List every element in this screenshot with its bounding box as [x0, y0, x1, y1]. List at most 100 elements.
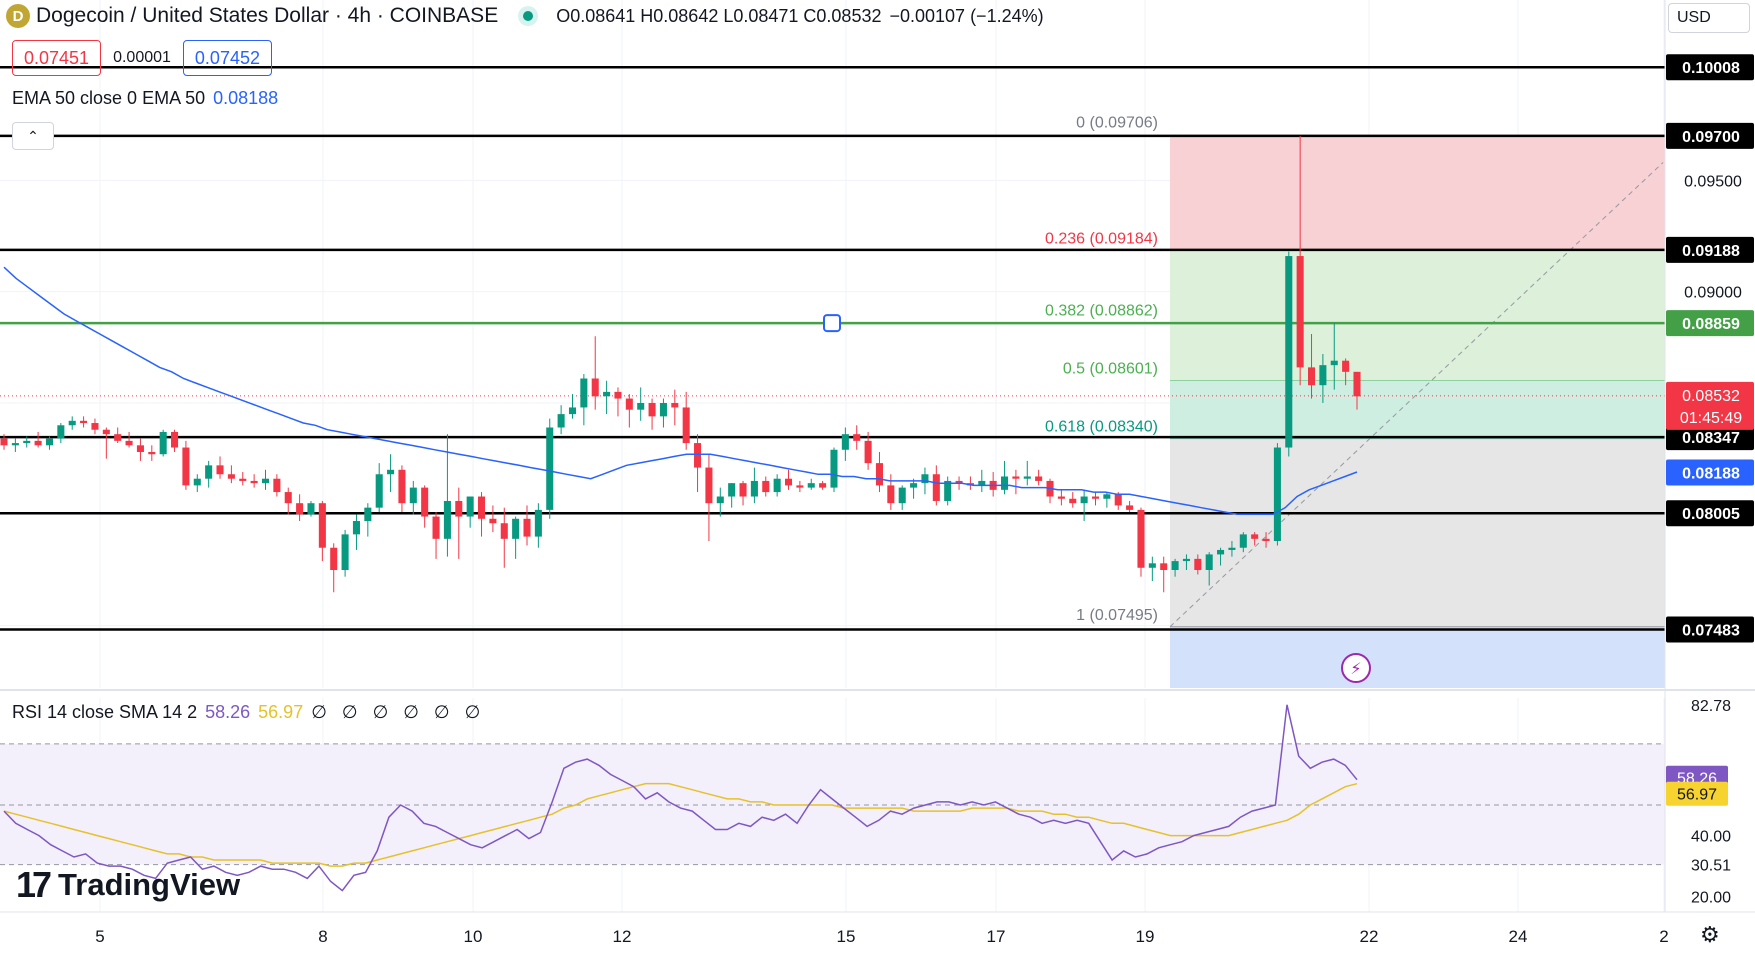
- candle-body: [330, 547, 338, 570]
- rsi-axis-label: 20.00: [1691, 890, 1731, 907]
- candle-body: [1137, 509, 1145, 568]
- time-axis-label: 8: [318, 927, 327, 946]
- rsi-legend[interactable]: RSI 14 close SMA 14 2 58.26 56.97 ∅ ∅ ∅ ∅ ∅…: [12, 702, 485, 723]
- candle-body: [887, 485, 895, 504]
- tradingview-logo-mark: 17: [16, 864, 52, 905]
- ema-legend-label: EMA 50 close 0 EMA 50: [12, 88, 206, 108]
- candle-body: [432, 516, 440, 539]
- candle-body: [614, 391, 622, 399]
- collapse-legend-button[interactable]: ⌃: [12, 122, 54, 150]
- candle-body: [705, 467, 713, 504]
- currency-selector[interactable]: USD: [1668, 3, 1750, 33]
- candle-body: [227, 474, 235, 479]
- candle-body: [955, 480, 963, 484]
- level-price-tag: [1666, 54, 1754, 81]
- time-axis-label: 5: [95, 927, 104, 946]
- candle-body: [978, 480, 986, 486]
- lightning-icon-glyph: ⚡: [1350, 659, 1361, 678]
- candle-body: [114, 434, 122, 441]
- level-price-tag: [1666, 500, 1754, 527]
- candle-body: [853, 434, 861, 441]
- candle-body: [1035, 476, 1043, 481]
- level-price-tag-label: 0.08859: [1682, 316, 1740, 333]
- candle-body: [910, 483, 918, 488]
- candle-body: [591, 378, 599, 397]
- candle-body: [716, 496, 724, 504]
- candle-body: [1069, 498, 1077, 504]
- candle-body: [80, 420, 88, 424]
- candle-body: [341, 534, 349, 570]
- candle-body: [284, 492, 292, 504]
- candle-body: [762, 480, 770, 493]
- level-price-tag-label: 0.10008: [1682, 60, 1740, 77]
- level-price-tag: [1666, 424, 1754, 451]
- candle-body: [11, 443, 19, 446]
- candle-body: [523, 518, 531, 537]
- candle-body: [784, 478, 793, 486]
- level-price-tag: [1666, 122, 1754, 149]
- fib-label: 0.618 (0.08340): [1045, 419, 1158, 436]
- candle-body: [68, 420, 76, 426]
- candle-body: [739, 483, 747, 497]
- candle-body: [728, 483, 736, 497]
- ema-line: [3, 266, 1358, 516]
- dogecoin-icon: D: [6, 4, 30, 28]
- fib-trend-line: [1169, 162, 1664, 628]
- time-axis-label: 22: [1360, 927, 1379, 946]
- candle-body: [307, 503, 315, 515]
- candle-body: [261, 478, 270, 484]
- symbol-title[interactable]: Dogecoin / United States Dollar · 4h · C…: [36, 4, 499, 27]
- level-price-tag: [1666, 616, 1754, 643]
- candle-body: [398, 469, 406, 504]
- candle-body: [1182, 558, 1190, 562]
- candle-body: [1251, 534, 1259, 539]
- candle-body: [796, 485, 804, 488]
- candle-body: [1080, 496, 1088, 504]
- candle-body: [1160, 563, 1168, 570]
- candle-body: [1330, 360, 1338, 366]
- last-price-label: 0.08532: [1682, 388, 1740, 405]
- candle-body: [318, 503, 326, 548]
- buy-button[interactable]: 0.07452: [182, 40, 272, 76]
- candle-body: [1228, 547, 1236, 550]
- fib-label: 0.5 (0.08601): [1063, 361, 1158, 378]
- candle-body: [807, 483, 815, 488]
- rsi-sma-legend-value: 56.97: [258, 702, 304, 722]
- candle-body: [273, 478, 281, 493]
- sell-button[interactable]: 0.07451: [12, 40, 102, 76]
- candle-body: [136, 445, 144, 452]
- quote-panel: 0.07451 0.00001 0.07452: [12, 40, 272, 76]
- candle-body: [466, 496, 474, 517]
- gear-icon[interactable]: ⚙: [1700, 922, 1720, 947]
- level-price-tag-label: 0.09700: [1682, 129, 1740, 146]
- market-status-icon[interactable]: [518, 6, 539, 26]
- candle-body: [387, 469, 395, 475]
- level-price-tag-label: 0.08347: [1682, 430, 1740, 447]
- candle-body: [546, 427, 554, 510]
- candle-body: [23, 440, 31, 444]
- candle-body: [148, 451, 156, 455]
- candle-body: [352, 521, 360, 535]
- candle-body: [455, 500, 463, 517]
- candle-body: [682, 407, 690, 444]
- level-price-tag-label: 0.09188: [1682, 243, 1740, 260]
- candle-body: [0, 438, 8, 446]
- candle-body: [1171, 561, 1179, 570]
- candle-body: [875, 463, 883, 486]
- candle-body: [45, 438, 54, 446]
- ema-legend[interactable]: EMA 50 close 0 EMA 50 0.08188: [12, 88, 278, 109]
- candle-body: [1091, 496, 1100, 499]
- candle-body: [773, 478, 781, 493]
- fib-zone: [1170, 250, 1665, 381]
- time-axis-label: 2: [1659, 927, 1668, 946]
- rsi-legend-label: RSI 14 close SMA 14 2: [12, 702, 198, 722]
- ohlc-values: O0.08641 H0.08642 L0.08471 C0.08532: [556, 5, 882, 26]
- candle-body: [34, 440, 42, 446]
- level-drag-handle[interactable]: [823, 314, 841, 333]
- price-axis-label: 0.09500: [1684, 173, 1742, 190]
- candle-body: [1262, 538, 1270, 542]
- candle-body: [57, 425, 65, 439]
- candle-body: [1296, 256, 1304, 368]
- candle-body: [1319, 365, 1327, 386]
